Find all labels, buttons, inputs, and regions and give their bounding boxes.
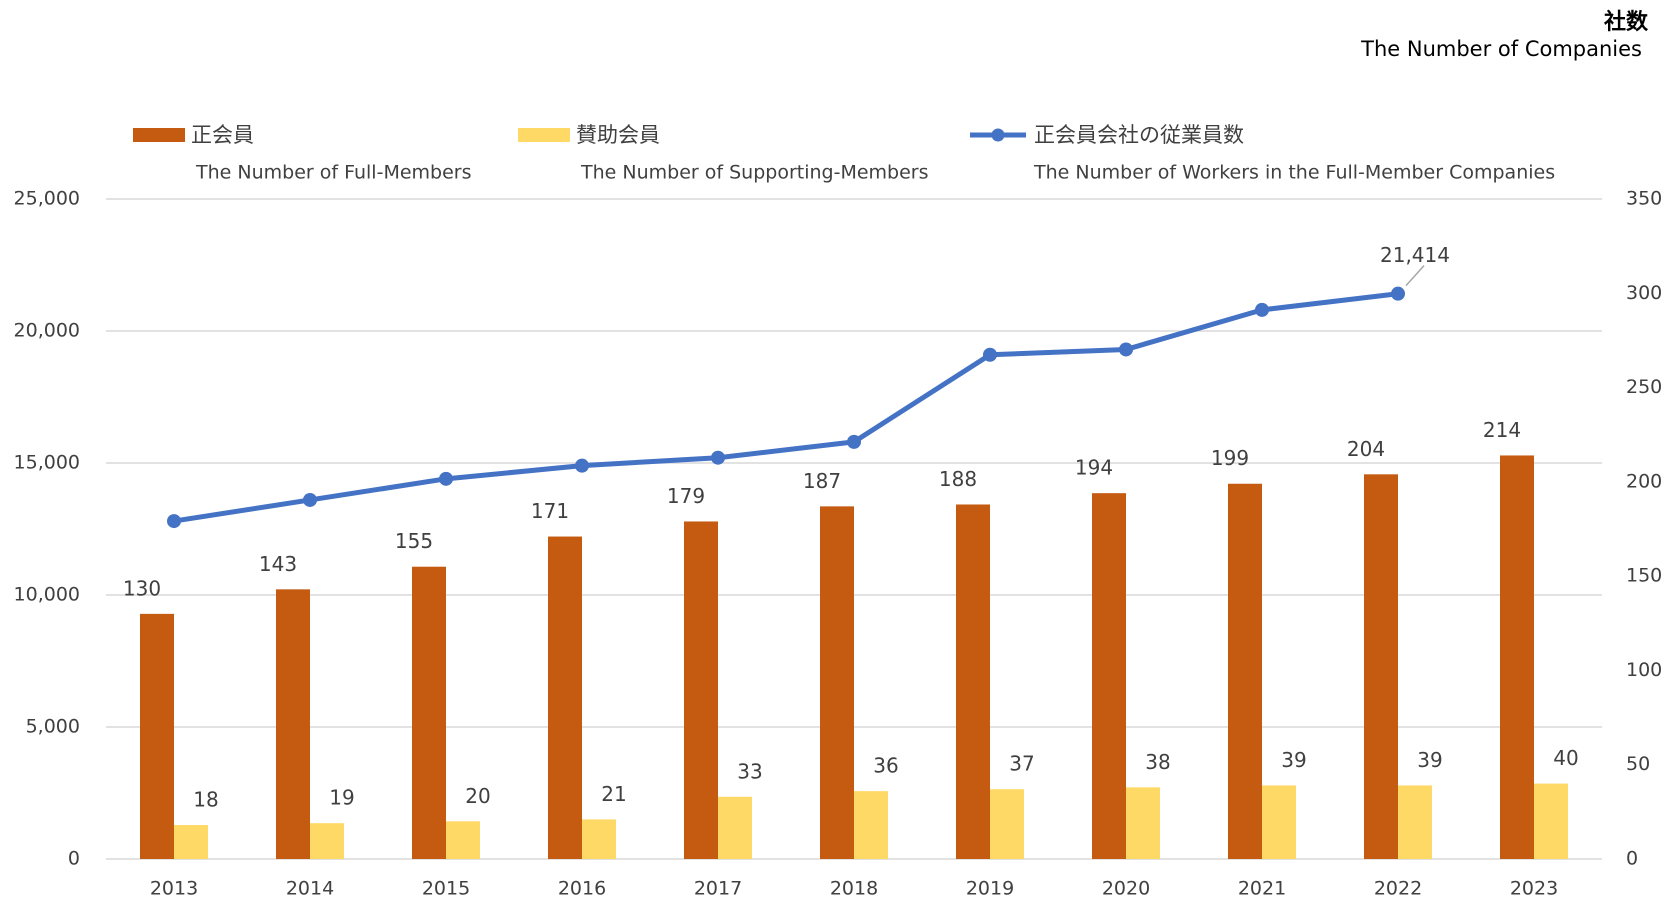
bar-value-label: 171 bbox=[531, 499, 569, 523]
bar-value-label: 155 bbox=[395, 529, 433, 553]
leader-line bbox=[1405, 265, 1425, 287]
bar bbox=[1228, 483, 1262, 859]
x-tick-label: 2021 bbox=[1238, 878, 1286, 900]
bar-value-label: 20 bbox=[465, 784, 490, 808]
x-tick-label: 2023 bbox=[1510, 878, 1558, 900]
y-tick-label: 15,000 bbox=[14, 452, 80, 474]
bar-value-label: 18 bbox=[193, 788, 218, 812]
bar bbox=[718, 796, 752, 859]
x-tick-label: 2016 bbox=[558, 878, 606, 900]
y2-tick-label: 350 bbox=[1626, 188, 1662, 210]
x-tick-label: 2018 bbox=[830, 878, 878, 900]
y2-tick-label: 0 bbox=[1626, 848, 1638, 870]
legend-label-en: The Number of Full-Members bbox=[195, 162, 472, 184]
x-tick-label: 2013 bbox=[150, 878, 198, 900]
x-tick-label: 2014 bbox=[286, 878, 334, 900]
bar bbox=[310, 823, 344, 859]
y-tick-label: 25,000 bbox=[14, 188, 80, 210]
line-marker bbox=[711, 450, 725, 465]
legend-label: 正会員 bbox=[191, 123, 254, 147]
y-tick-label: 0 bbox=[68, 848, 80, 870]
legend-label-en: The Number of Supporting-Members bbox=[580, 162, 929, 184]
bar bbox=[854, 791, 888, 859]
bar bbox=[174, 825, 208, 859]
line-marker bbox=[303, 492, 317, 507]
x-tick-label: 2020 bbox=[1102, 878, 1150, 900]
bar bbox=[956, 504, 990, 859]
bar bbox=[1092, 493, 1126, 859]
y-tick-label: 20,000 bbox=[14, 320, 80, 342]
bar bbox=[1534, 783, 1568, 859]
legend-marker bbox=[991, 128, 1005, 142]
bar-value-label: 39 bbox=[1281, 748, 1306, 772]
bar-value-label: 40 bbox=[1553, 746, 1578, 770]
line-marker bbox=[575, 458, 589, 473]
bar-value-label: 187 bbox=[803, 469, 841, 493]
legend-swatch bbox=[518, 128, 570, 142]
legend-label: 正会員会社の従業員数 bbox=[1034, 123, 1244, 147]
line-marker bbox=[983, 347, 997, 362]
bar-value-label: 39 bbox=[1417, 748, 1442, 772]
x-tick-label: 2015 bbox=[422, 878, 470, 900]
x-tick-label: 2019 bbox=[966, 878, 1014, 900]
line-marker bbox=[1255, 302, 1269, 317]
bar-value-label: 143 bbox=[259, 552, 297, 576]
bar-value-label: 194 bbox=[1075, 456, 1113, 480]
bar-value-label: 33 bbox=[737, 759, 762, 783]
bar bbox=[1398, 785, 1432, 859]
legend-swatch bbox=[133, 128, 185, 142]
bar bbox=[140, 613, 174, 859]
y2-tick-label: 250 bbox=[1626, 376, 1662, 398]
y2-tick-label: 300 bbox=[1626, 282, 1662, 304]
bar bbox=[990, 789, 1024, 859]
y2-tick-label: 200 bbox=[1626, 470, 1662, 492]
bar-value-label: 199 bbox=[1211, 446, 1249, 470]
line-marker bbox=[847, 434, 861, 449]
y2-title: 社数 bbox=[1604, 9, 1649, 35]
bar bbox=[684, 521, 718, 859]
x-tick-label: 2017 bbox=[694, 878, 742, 900]
bar bbox=[582, 819, 616, 859]
bar bbox=[1262, 785, 1296, 859]
legend-label: 賛助会員 bbox=[576, 123, 660, 147]
bar bbox=[1500, 455, 1534, 859]
y2-tick-label: 150 bbox=[1626, 565, 1662, 587]
bar-value-label: 21 bbox=[601, 782, 626, 806]
bar-value-label: 19 bbox=[329, 786, 354, 810]
bar bbox=[412, 566, 446, 859]
bar-value-label: 38 bbox=[1145, 750, 1170, 774]
bar-value-label: 214 bbox=[1483, 418, 1521, 442]
y-tick-label: 5,000 bbox=[26, 716, 80, 738]
bar-value-label: 179 bbox=[667, 484, 705, 508]
bar-value-label: 130 bbox=[123, 576, 161, 600]
bar bbox=[446, 821, 480, 859]
y2-tick-label: 100 bbox=[1626, 659, 1662, 681]
line-marker bbox=[439, 471, 453, 486]
y2-tick-label: 50 bbox=[1626, 753, 1650, 775]
y2-subtitle: The Number of Companies bbox=[1360, 37, 1642, 61]
line-value-label: 21,414 bbox=[1380, 243, 1450, 267]
bar bbox=[548, 536, 582, 859]
bar-value-label: 37 bbox=[1009, 752, 1034, 776]
bar bbox=[1364, 474, 1398, 859]
bar bbox=[820, 506, 854, 859]
line-marker bbox=[1391, 286, 1405, 301]
bar-value-label: 204 bbox=[1347, 437, 1385, 461]
x-tick-label: 2022 bbox=[1374, 878, 1422, 900]
y-tick-label: 10,000 bbox=[14, 584, 80, 606]
line-marker bbox=[1119, 342, 1133, 357]
bar bbox=[1126, 787, 1160, 859]
line-marker bbox=[167, 514, 181, 529]
line bbox=[173, 291, 1399, 524]
bar-value-label: 36 bbox=[873, 754, 898, 778]
legend-label-en: The Number of Workers in the Full-Member… bbox=[1033, 162, 1555, 184]
bar-value-label: 188 bbox=[939, 467, 977, 491]
bar bbox=[276, 589, 310, 859]
